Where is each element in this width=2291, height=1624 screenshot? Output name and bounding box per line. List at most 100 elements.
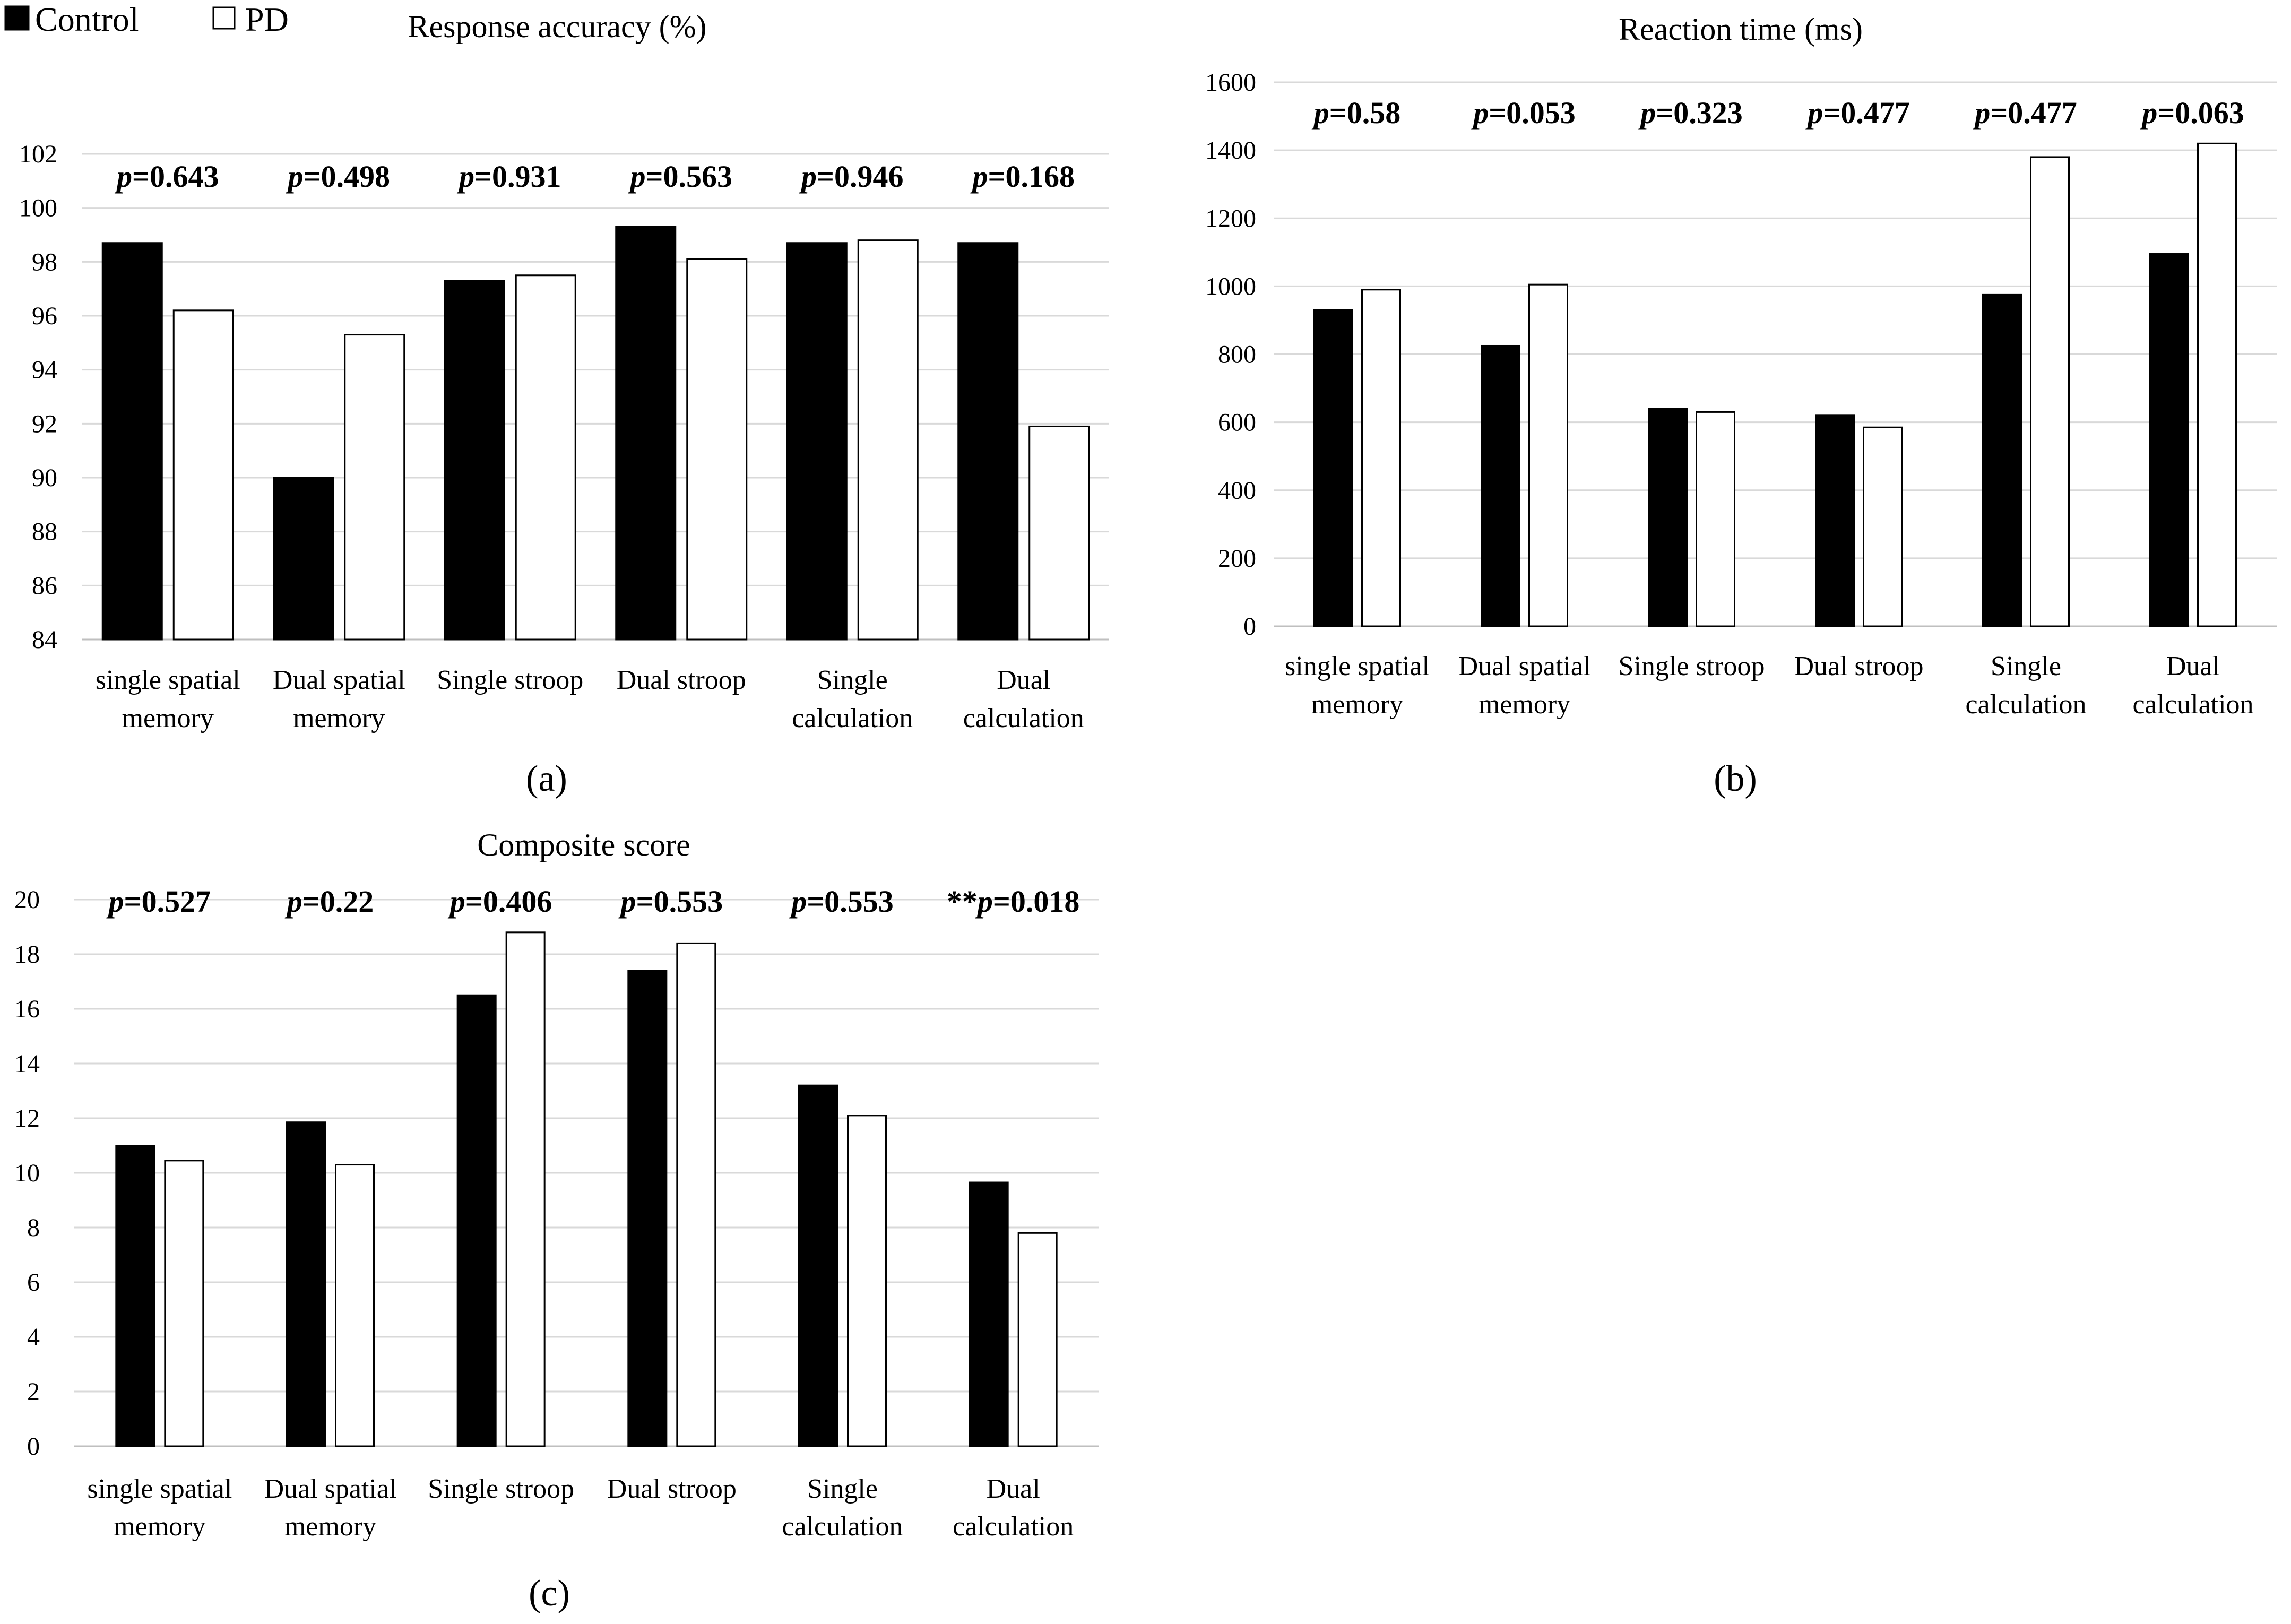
p-value-dual-calculation: **p=0.018	[947, 884, 1080, 919]
x-tick-label-single-spatial-memory: single spatial memory	[87, 1474, 232, 1542]
y-tick-label: 16	[14, 995, 40, 1023]
bar-pd-single-stroop	[1696, 411, 1735, 627]
y-tick-label: 84	[32, 626, 57, 654]
bar-pd-single-stroop	[505, 931, 546, 1447]
y-tick-label: 0	[27, 1432, 40, 1461]
y-tick-label: 14	[14, 1050, 40, 1078]
y-tick-label: 90	[32, 464, 57, 492]
x-tick-label-dual-stroop: Dual stroop	[1794, 651, 1923, 681]
panel-label: (c)	[529, 1573, 570, 1614]
bar-control-single-stroop	[456, 994, 497, 1447]
bar-pd-dual-stroop	[686, 258, 748, 641]
bar-pd-dual-spatial-memory	[1528, 283, 1568, 627]
bar-control-dual-stroop	[627, 970, 668, 1447]
x-tick-label-dual-spatial-memory: Dual spatial memory	[1458, 651, 1591, 720]
p-value-dual-spatial-memory: p=0.498	[285, 159, 390, 194]
bar-pd-dual-calculation	[1017, 1232, 1058, 1447]
bar-pd-dual-calculation	[1028, 425, 1090, 641]
y-tick-label: 8	[27, 1214, 40, 1242]
p-value-dual-calculation: p=0.168	[970, 159, 1075, 194]
panel-a-response-accuracy: Response accuracy (%) 84 86 88 90 92 94 96 98 100…	[19, 9, 1109, 799]
bar-pd-dual-stroop	[676, 942, 716, 1447]
legend-label-control: Control	[35, 1, 139, 38]
p-value-single-stroop: p=0.323	[1638, 96, 1743, 130]
bar-pd-dual-spatial-memory	[335, 1164, 375, 1447]
chart-title: Reaction time (ms)	[1619, 12, 1863, 47]
bar-pd-single-stroop	[515, 274, 576, 641]
x-tick-label-dual-calculation: Dual calculation	[953, 1474, 1074, 1542]
bar-control-single-spatial-memory	[101, 242, 163, 641]
x-tick-label-dual-calculation: Dual calculation	[2132, 651, 2253, 720]
panel-label: (a)	[526, 758, 567, 799]
p-value-single-calculation: p=0.553	[789, 884, 894, 919]
y-tick-label: 1000	[1205, 272, 1256, 300]
bar-pd-single-calculation	[857, 239, 919, 641]
x-tick-label-dual-stroop: Dual stroop	[607, 1474, 737, 1504]
bar-control-single-spatial-memory	[1313, 309, 1353, 627]
y-tick-label: 2	[27, 1378, 40, 1406]
y-tick-label: 1600	[1205, 68, 1256, 97]
bar-pd-single-spatial-memory	[1361, 289, 1401, 627]
x-tick-label-single-calculation: Single calculation	[792, 665, 913, 733]
x-tick-label-single-spatial-memory: single spatial memory	[1285, 651, 1430, 720]
y-tick-label: 96	[32, 302, 57, 330]
x-tick-label-single-stroop: Single stroop	[437, 665, 583, 695]
y-tick-label: 200	[1218, 545, 1256, 573]
bar-pd-dual-stroop	[1863, 426, 1903, 627]
panel-label: (b)	[1714, 758, 1757, 799]
bar-pd-single-spatial-memory	[172, 309, 234, 641]
y-tick-label: 400	[1218, 477, 1256, 505]
p-value-single-spatial-memory: p=0.643	[114, 159, 219, 194]
y-tick-label: 94	[32, 356, 57, 384]
y-tick-label: 1200	[1205, 204, 1256, 232]
x-tick-label-single-calculation: Single calculation	[1965, 651, 2086, 720]
panel-c-composite-score: Composite score 0 2 4 6 8 10 12 14 16 18 20 single s…	[14, 827, 1099, 1614]
p-value-dual-spatial-memory: p=0.053	[1471, 96, 1576, 130]
bar-control-single-calculation	[798, 1084, 838, 1447]
y-tick-label: 18	[14, 940, 40, 969]
bar-control-single-spatial-memory	[115, 1145, 155, 1447]
bar-pd-dual-spatial-memory	[344, 334, 405, 641]
bar-pd-single-calculation	[847, 1115, 887, 1447]
y-tick-label: 1400	[1205, 136, 1256, 165]
p-value-single-stroop: p=0.931	[456, 159, 561, 194]
panel-b-reaction-time: Reaction time (ms) 0 200 400 600 800 1000 1200 1…	[1205, 12, 2277, 799]
legend-label-pd: PD	[245, 1, 289, 38]
bar-pd-dual-calculation	[2197, 142, 2237, 627]
bar-control-dual-calculation	[2149, 253, 2189, 627]
x-tick-label-single-spatial-memory: single spatial memory	[96, 665, 240, 733]
p-value-dual-stroop: p=0.477	[1805, 96, 1910, 130]
bar-control-single-calculation	[1982, 293, 2022, 627]
x-tick-label-dual-calculation: Dual calculation	[963, 665, 1084, 733]
p-value-single-stroop: p=0.406	[447, 884, 552, 919]
bar-control-dual-stroop	[615, 226, 677, 641]
p-value-dual-stroop: p=0.563	[627, 159, 732, 194]
y-tick-label: 800	[1218, 341, 1256, 369]
y-tick-label: 10	[14, 1159, 40, 1187]
p-value-single-calculation: p=0.946	[799, 159, 904, 194]
bar-pd-single-spatial-memory	[164, 1160, 204, 1447]
y-tick-label: 88	[32, 518, 57, 546]
legend: Control PD	[4, 1, 289, 38]
bar-control-single-stroop	[444, 280, 505, 641]
bar-control-dual-calculation	[969, 1181, 1009, 1447]
x-tick-label-dual-spatial-memory: Dual spatial memory	[273, 665, 405, 733]
y-tick-label: 4	[27, 1323, 40, 1351]
y-tick-label: 6	[27, 1268, 40, 1297]
y-tick-label: 0	[1243, 612, 1256, 641]
y-tick-label: 92	[32, 410, 57, 438]
p-value-single-calculation: p=0.477	[1972, 96, 2077, 130]
y-tick-label: 600	[1218, 409, 1256, 437]
legend-swatch-pd	[212, 6, 236, 30]
p-value-single-spatial-memory: p=0.527	[106, 884, 211, 919]
bar-control-dual-calculation	[957, 242, 1019, 641]
chart-title: Composite score	[477, 827, 690, 862]
y-tick-label: 86	[32, 572, 57, 600]
legend-swatch-control	[4, 5, 30, 31]
y-tick-label: 98	[32, 248, 57, 276]
y-tick-label: 102	[19, 140, 57, 168]
x-tick-label-dual-stroop: Dual stroop	[617, 665, 746, 695]
chart-title: Response accuracy (%)	[408, 9, 706, 44]
bar-control-dual-spatial-memory	[273, 477, 334, 641]
